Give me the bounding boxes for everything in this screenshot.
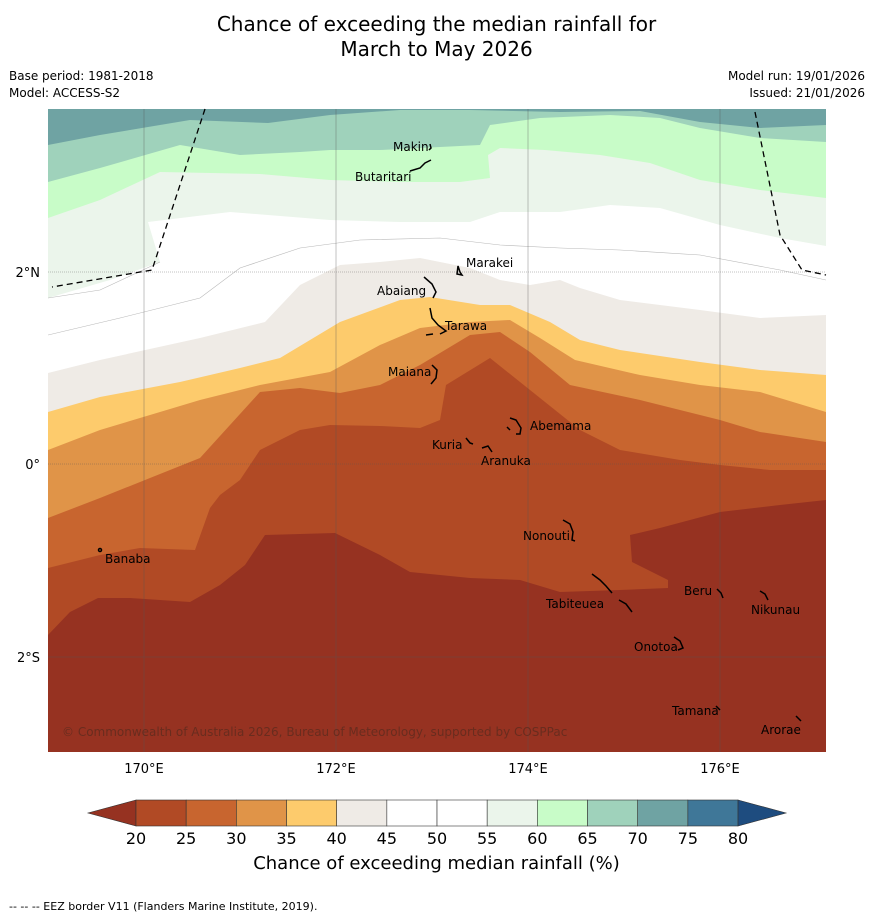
- colorbar-swatch-25-30: [185, 799, 237, 827]
- colorbar-swatch-65-70: [587, 799, 639, 827]
- x-tick-174e: 174°E: [508, 762, 548, 777]
- model-name: Model: ACCESS-S2: [9, 86, 121, 100]
- band-below-20: [48, 500, 826, 752]
- eez-border-east: [754, 111, 827, 276]
- x-tick-170e: 170°E: [124, 762, 164, 777]
- issued-date: Issued: 21/01/2026: [749, 86, 865, 100]
- colorbar-swatch-35-40: [286, 799, 337, 827]
- island-maiana: [430, 364, 438, 385]
- colorbar-arrow-high: [737, 799, 788, 827]
- place-label-arorae: Arorae: [761, 723, 801, 737]
- place-label-tarawa: Tarawa: [444, 319, 487, 333]
- contour-fill: [48, 109, 826, 752]
- island-abemama: [506, 417, 522, 435]
- colorbar: [86, 799, 788, 827]
- contour-line-50: [48, 237, 826, 336]
- colorbar-swatch-20-25: [135, 799, 187, 827]
- place-label-butaritari: Butaritari: [355, 170, 412, 184]
- model-run: Model run: 19/01/2026: [727, 69, 865, 83]
- island-outlines: [97, 143, 802, 722]
- colorbar-tick-55: 55: [477, 829, 498, 848]
- axis-labels: 170°E 172°E 174°E 176°E 2°N 0° 2°S: [16, 266, 740, 777]
- place-label-abemama: Abemama: [530, 419, 591, 433]
- title-line-1: Chance of exceeding the median rainfall …: [216, 12, 657, 36]
- island-abaiang: [423, 276, 437, 299]
- gridlines: [48, 109, 826, 752]
- island-tabiteuea: [591, 573, 633, 613]
- place-label-tabiteuea: Tabiteuea: [545, 597, 604, 611]
- base-period: Base period: 1981-2018: [9, 69, 154, 83]
- colorbar-swatch-50-55: [436, 799, 488, 827]
- colorbar-swatch-60-65: [537, 799, 588, 827]
- colorbar-tick-20: 20: [125, 829, 147, 848]
- colorbar-tick-80: 80: [727, 829, 749, 848]
- y-tick-2s: 2°S: [17, 651, 40, 666]
- place-labels: Makin Butaritari Marakei Abaiang Tarawa …: [105, 140, 801, 737]
- island-aranuka: [481, 445, 493, 453]
- place-label-beru: Beru: [684, 584, 712, 598]
- island-onotoa: [673, 636, 684, 651]
- place-label-banaba: Banaba: [105, 552, 151, 566]
- island-tamana: [715, 705, 721, 711]
- colorbar-title: Chance of exceeding median rainfall (%): [253, 853, 620, 874]
- meta-left: Base period: 1981-2018 Model: ACCESS-S2: [9, 68, 154, 102]
- eez-border: [51, 108, 827, 288]
- place-label-onotoa: Onotoa: [634, 640, 678, 654]
- place-label-kuria: Kuria: [432, 438, 463, 452]
- place-label-nikunau: Nikunau: [751, 603, 800, 617]
- colorbar-tick-70: 70: [627, 829, 648, 848]
- place-label-nonouti: Nonouti: [523, 529, 570, 543]
- colorbar-tick-35: 35: [276, 829, 297, 848]
- island-nonouti: [562, 519, 576, 542]
- colorbar-swatch-75-80: [687, 799, 739, 827]
- place-label-makin: Makin: [393, 140, 429, 154]
- chart-title: Chance of exceeding the median rainfall …: [0, 12, 873, 62]
- colorbar-swatch-45-50: [386, 799, 438, 827]
- colorbar-tick-40: 40: [326, 829, 347, 848]
- island-arorae: [795, 715, 802, 722]
- contour-line-55: [48, 261, 161, 299]
- title-line-2: March to May 2026: [340, 37, 533, 61]
- meta-right: Model run: 19/01/2026 Issued: 21/01/2026: [728, 68, 865, 102]
- island-kuria: [465, 437, 474, 445]
- colorbar-swatch-30-35: [236, 799, 287, 827]
- copyright-text: © Commonwealth of Australia 2026, Bureau…: [62, 725, 567, 739]
- colorbar-tick-65: 65: [577, 829, 598, 848]
- colorbar-arrow-low: [86, 799, 137, 827]
- colorbar-tick-30: 30: [226, 829, 247, 848]
- place-label-abaiang: Abaiang: [377, 284, 426, 298]
- island-makin: [428, 143, 432, 151]
- colorbar-tick-60: 60: [527, 829, 548, 848]
- colorbar-tick-45: 45: [376, 829, 398, 848]
- x-tick-172e: 172°E: [316, 762, 356, 777]
- island-nikunau: [759, 590, 769, 601]
- place-label-aranuka: Aranuka: [481, 454, 531, 468]
- x-tick-176e: 176°E: [700, 762, 740, 777]
- colorbar-tick-75: 75: [677, 829, 699, 848]
- y-tick-0: 0°: [25, 458, 40, 473]
- colorbar-tick-50: 50: [426, 829, 448, 848]
- place-label-marakei: Marakei: [466, 256, 513, 270]
- colorbar-swatch-40-45: [336, 799, 388, 827]
- island-butaritari: [409, 159, 432, 172]
- island-beru: [716, 588, 724, 599]
- colorbar-swatch-70-75: [637, 799, 689, 827]
- colorbar-swatch-55-60: [486, 799, 538, 827]
- place-label-tamana: Tamana: [671, 704, 719, 718]
- island-banaba: [97, 547, 103, 553]
- place-label-maiana: Maiana: [388, 365, 431, 379]
- colorbar-tick-25: 25: [175, 829, 197, 848]
- y-tick-2n: 2°N: [16, 266, 41, 281]
- island-tarawa: [425, 307, 448, 336]
- eez-footnote: -- -- -- EEZ border V11 (Flanders Marine…: [9, 900, 318, 913]
- island-marakei: [456, 265, 464, 277]
